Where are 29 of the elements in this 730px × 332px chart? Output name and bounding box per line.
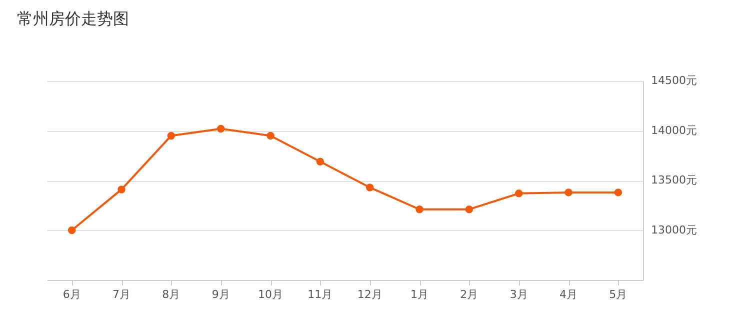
point: [514, 190, 523, 198]
point: [366, 184, 374, 192]
x-tick-label: 12月: [357, 288, 382, 301]
x-tick-label: 9月: [212, 288, 230, 301]
x-tick-label: 6月: [62, 288, 81, 301]
y-tick-label: 13000元: [651, 223, 697, 236]
point: [266, 132, 274, 140]
point: [465, 205, 474, 214]
x-tick-label: 7月: [112, 288, 130, 301]
point: [167, 132, 176, 140]
y-tick-label: 14000元: [651, 124, 697, 137]
point: [564, 188, 572, 196]
point: [216, 124, 225, 133]
point: [68, 226, 76, 234]
x-tick-label: 11月: [308, 288, 333, 301]
x-tick-label: 4月: [560, 288, 578, 301]
x-tick-label: 3月: [510, 288, 528, 301]
x-tick-label: 8月: [162, 288, 180, 301]
y-tick-label: 13500元: [651, 174, 697, 186]
point: [416, 205, 424, 214]
chart-title: 常州房价走势图: [17, 9, 129, 28]
x-tick-label: 5月: [609, 288, 628, 301]
x-tick-label: 1月: [410, 288, 428, 301]
point: [614, 188, 622, 196]
point: [316, 158, 324, 166]
x-tick-label: 2月: [460, 288, 478, 301]
point: [118, 186, 126, 194]
x-tick-label: 10月: [258, 288, 283, 301]
y-tick-label: 14500元: [651, 74, 697, 87]
